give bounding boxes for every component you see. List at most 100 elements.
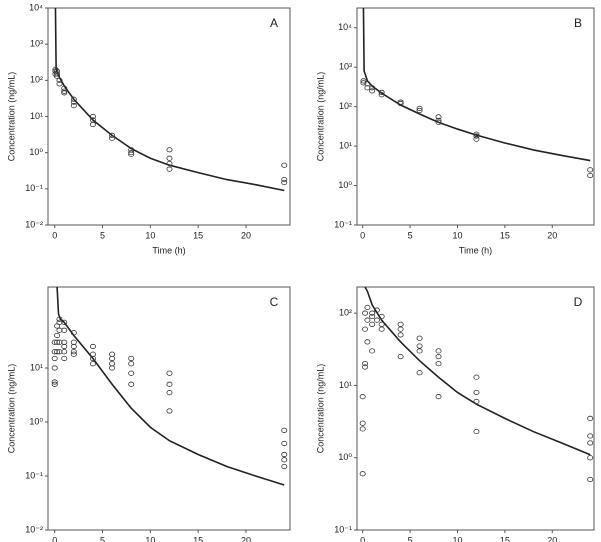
observed-point xyxy=(435,119,442,125)
observed-point xyxy=(397,326,404,332)
observed-point xyxy=(362,310,369,316)
x-tick-label: 10 xyxy=(452,230,462,240)
observed-point xyxy=(362,326,369,332)
x-axis-label: Time (h) xyxy=(152,245,185,255)
observed-point xyxy=(54,71,61,77)
observed-point xyxy=(364,339,371,345)
observed-point xyxy=(359,420,366,426)
observed-point xyxy=(70,103,77,109)
observed-point xyxy=(61,90,68,96)
observed-point xyxy=(109,361,116,367)
model-line xyxy=(362,8,591,162)
observed-point xyxy=(61,319,68,325)
y-tick-label: 10⁻¹ xyxy=(334,524,352,534)
x-tick-label: 0 xyxy=(360,535,365,542)
observed-point xyxy=(416,343,423,349)
y-tick-label: 10⁴ xyxy=(338,22,352,32)
observed-point xyxy=(359,394,366,400)
y-tick-label: 10¹ xyxy=(339,140,352,150)
observed-point xyxy=(473,389,480,396)
y-tick-label: 10³ xyxy=(30,39,43,49)
observed-point xyxy=(281,177,288,183)
y-tick-label: 10¹ xyxy=(339,380,352,390)
y-axis-label: Concentration (ng/mL) xyxy=(6,364,16,454)
x-tick-label: 15 xyxy=(193,230,203,240)
observed-point xyxy=(416,348,423,354)
panel: 0 5 10 15 20 10⁻² 10⁻¹ 10⁰ 10¹ 10² 10³ 10⁴ Time (h) C… xyxy=(6,2,291,255)
observed-point xyxy=(373,307,380,313)
x-tick-label: 10 xyxy=(452,535,462,542)
observed-point xyxy=(51,355,58,362)
panel-label: B xyxy=(574,16,582,30)
observed-point xyxy=(397,332,404,338)
panel-label: D xyxy=(574,295,583,309)
observed-point xyxy=(166,370,173,376)
observed-point xyxy=(359,471,366,477)
observed-point xyxy=(587,440,594,446)
observed-point xyxy=(70,96,77,102)
observed-point xyxy=(359,426,366,432)
x-tick-label: 0 xyxy=(52,230,57,240)
x-tick-label: 15 xyxy=(500,230,510,240)
observed-point xyxy=(435,348,442,354)
observed-point xyxy=(54,332,61,339)
x-tick-label: 20 xyxy=(547,230,557,240)
observed-point xyxy=(54,349,61,355)
observed-point xyxy=(51,349,58,355)
model-line xyxy=(364,287,591,456)
observed-point xyxy=(587,455,594,461)
observed-point xyxy=(109,132,116,139)
observed-point xyxy=(416,335,423,341)
y-tick-label: 10⁻¹ xyxy=(334,219,352,229)
x-tick-label: 5 xyxy=(100,230,105,240)
observed-point xyxy=(51,365,58,371)
observed-point xyxy=(397,100,404,107)
observed-point xyxy=(378,321,385,327)
x-tick-label: 15 xyxy=(500,535,510,542)
x-axis-label: Time (h) xyxy=(459,245,492,255)
observed-point xyxy=(587,433,594,439)
panel-label: C xyxy=(270,295,279,309)
observed-point xyxy=(109,351,116,357)
observed-point xyxy=(128,361,135,367)
observed-point xyxy=(587,172,594,179)
observed-point xyxy=(56,81,63,87)
observed-point xyxy=(473,374,480,380)
observed-point xyxy=(473,133,480,139)
y-tick-label: 10⁰ xyxy=(338,452,352,462)
observed-point xyxy=(364,85,371,91)
observed-point xyxy=(51,379,58,385)
observed-point xyxy=(128,381,135,387)
plot-frame xyxy=(47,7,291,226)
observed-point xyxy=(56,316,63,322)
x-tick-label: 0 xyxy=(360,230,365,240)
x-tick-label: 15 xyxy=(193,535,203,542)
y-tick-label: 10¹ xyxy=(30,362,43,372)
observed-point xyxy=(128,370,135,376)
observed-point xyxy=(473,136,480,142)
observed-point xyxy=(364,317,371,323)
observed-point xyxy=(360,78,367,84)
x-tick-label: 5 xyxy=(408,535,413,542)
observed-point xyxy=(378,326,385,332)
observed-point xyxy=(54,73,61,79)
observed-point xyxy=(61,327,68,333)
y-tick-label: 10⁰ xyxy=(29,147,43,157)
observed-point xyxy=(56,319,63,325)
observed-point xyxy=(362,361,369,367)
observed-point xyxy=(70,349,77,355)
observed-point xyxy=(587,476,594,483)
observed-point xyxy=(369,348,376,354)
observed-point xyxy=(416,370,423,376)
observed-point xyxy=(70,99,77,105)
x-tick-label: 20 xyxy=(241,230,251,240)
plot-area xyxy=(359,287,594,483)
x-tick-label: 5 xyxy=(408,230,413,240)
observed-point xyxy=(416,105,423,112)
observed-point xyxy=(435,117,442,123)
observed-point xyxy=(281,440,288,447)
observed-point xyxy=(61,343,68,350)
